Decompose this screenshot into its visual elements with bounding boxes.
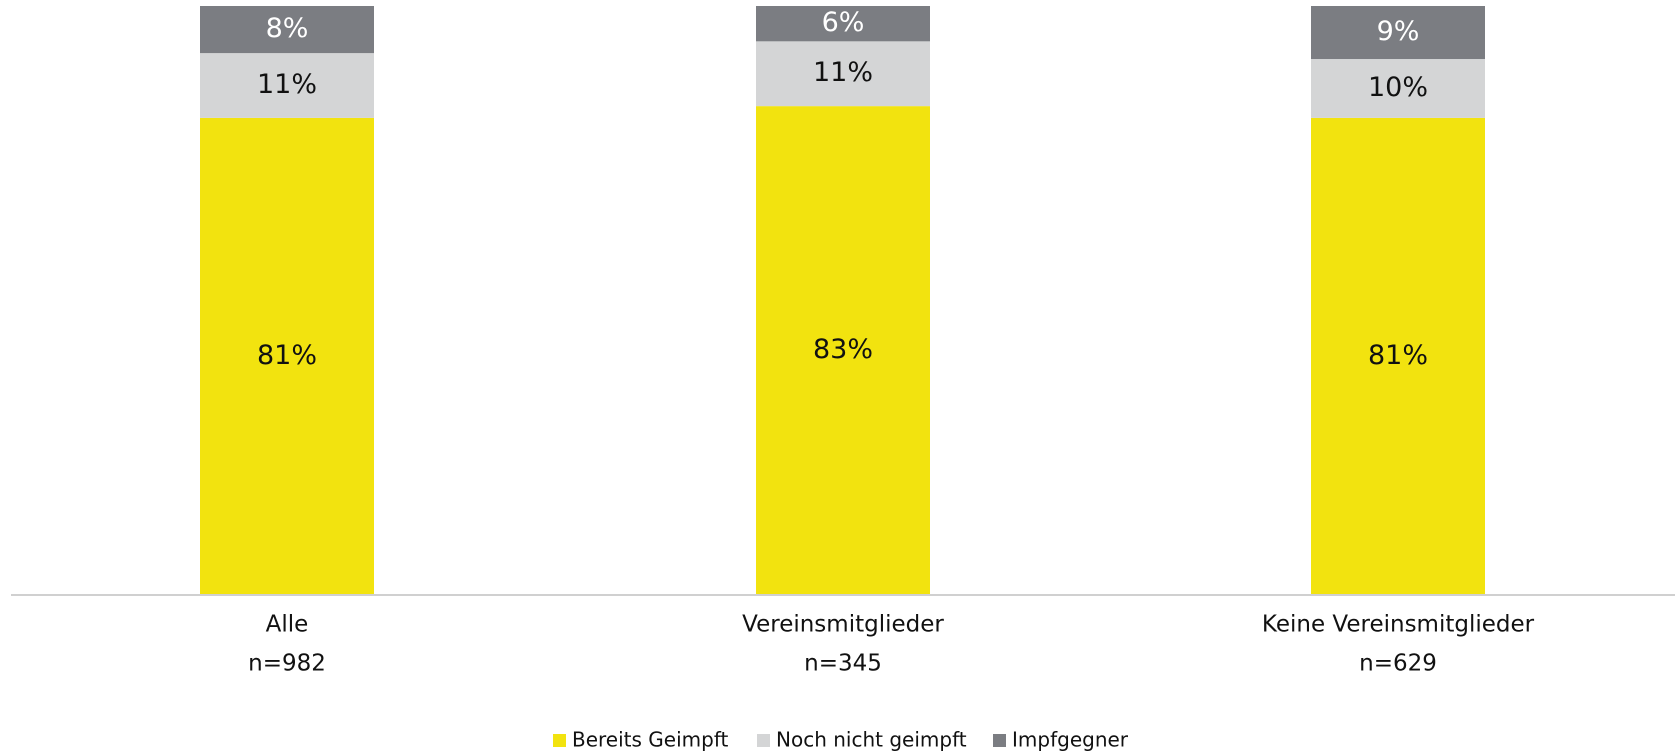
value-label: 9% bbox=[1377, 16, 1420, 47]
x-tick-label: Vereinsmitglieder bbox=[742, 612, 944, 638]
value-label: 11% bbox=[813, 57, 873, 88]
sample-size: n=629 bbox=[1359, 651, 1437, 677]
bar-segment bbox=[1311, 117, 1485, 595]
sample-size: n=982 bbox=[248, 651, 326, 677]
legend-label: Impfgegner bbox=[1012, 728, 1129, 752]
sample-size: n=345 bbox=[804, 651, 882, 677]
bar-segment bbox=[756, 106, 930, 595]
value-label: 81% bbox=[257, 340, 317, 371]
bar-segment bbox=[756, 6, 930, 42]
legend-swatch bbox=[757, 734, 770, 747]
bar-segment bbox=[1311, 6, 1485, 60]
x-tick-label: Keine Vereinsmitglieder bbox=[1262, 612, 1535, 638]
bar-segment bbox=[756, 41, 930, 107]
bar-segment bbox=[200, 117, 374, 595]
legend-label: Noch nicht geimpft bbox=[776, 728, 967, 752]
legend-swatch bbox=[553, 734, 566, 747]
bar-segment bbox=[1311, 59, 1485, 118]
value-label: 10% bbox=[1368, 72, 1428, 103]
legend-label: Bereits Geimpft bbox=[572, 728, 729, 752]
value-label: 8% bbox=[266, 13, 309, 44]
bar-segment bbox=[200, 6, 374, 54]
value-label: 83% bbox=[813, 334, 873, 365]
x-tick-label: Alle bbox=[266, 612, 309, 638]
value-label: 11% bbox=[257, 69, 317, 100]
value-label: 81% bbox=[1368, 340, 1428, 371]
value-label: 6% bbox=[822, 7, 865, 38]
bar-segment bbox=[200, 53, 374, 118]
legend-swatch bbox=[993, 734, 1006, 747]
